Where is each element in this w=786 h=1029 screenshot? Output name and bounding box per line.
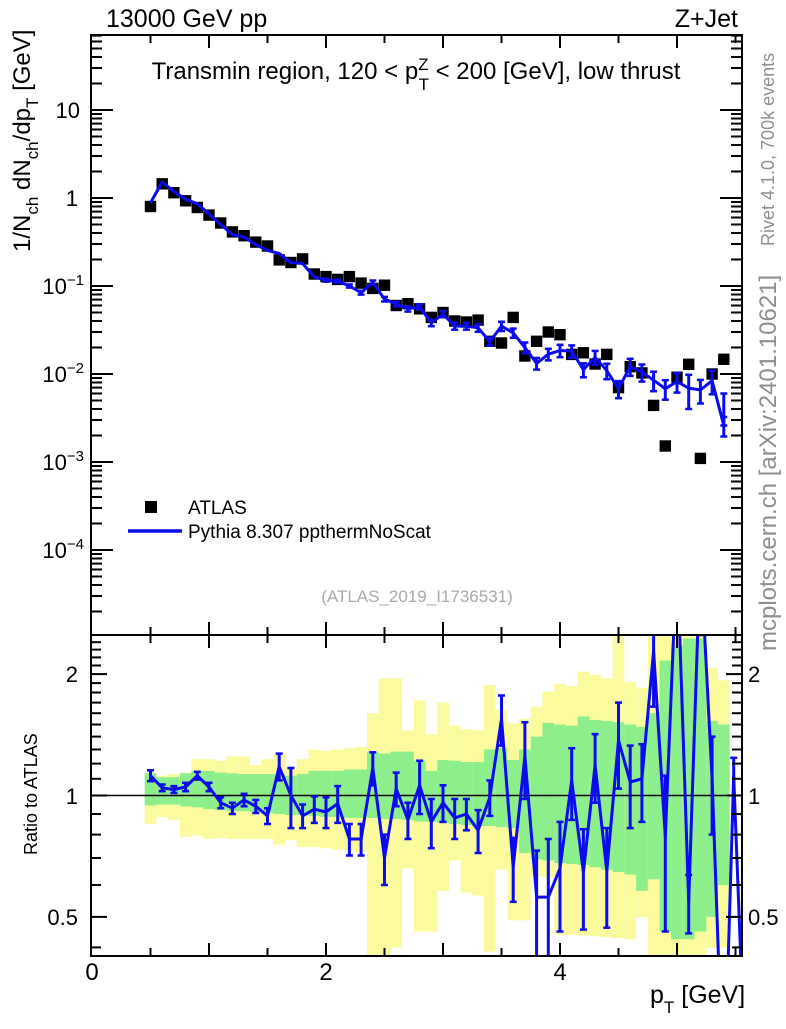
svg-text:mcplots.cern.ch [arXiv:2401.10: mcplots.cern.ch [arXiv:2401.10621] [755,275,782,651]
svg-text:0.5: 0.5 [748,905,779,930]
svg-text:1: 1 [66,186,78,211]
svg-text:Z+Jet: Z+Jet [675,5,738,33]
svg-text:13000 GeV pp: 13000 GeV pp [106,5,267,33]
svg-text:Ratio to ATLAS: Ratio to ATLAS [21,733,41,855]
svg-text:(ATLAS_2019_I1736531): (ATLAS_2019_I1736531) [321,587,513,606]
svg-text:1: 1 [66,784,78,809]
svg-text:1/Nch dNch/dpT [GeV]: 1/Nch dNch/dpT [GeV] [9,30,42,252]
svg-text:4: 4 [553,959,566,986]
svg-text:2: 2 [319,959,332,986]
svg-text:2: 2 [748,662,760,687]
svg-text:2: 2 [66,662,78,687]
svg-text:10: 10 [56,98,80,123]
svg-text:Rivet 4.1.0, 700k events: Rivet 4.1.0, 700k events [758,53,778,246]
svg-text:1: 1 [748,784,760,809]
svg-text:ATLAS: ATLAS [188,498,247,519]
svg-text:Pythia 8.307 ppthermNoScat: Pythia 8.307 ppthermNoScat [188,522,432,543]
svg-text:0: 0 [85,959,98,986]
svg-text:0.5: 0.5 [47,905,78,930]
